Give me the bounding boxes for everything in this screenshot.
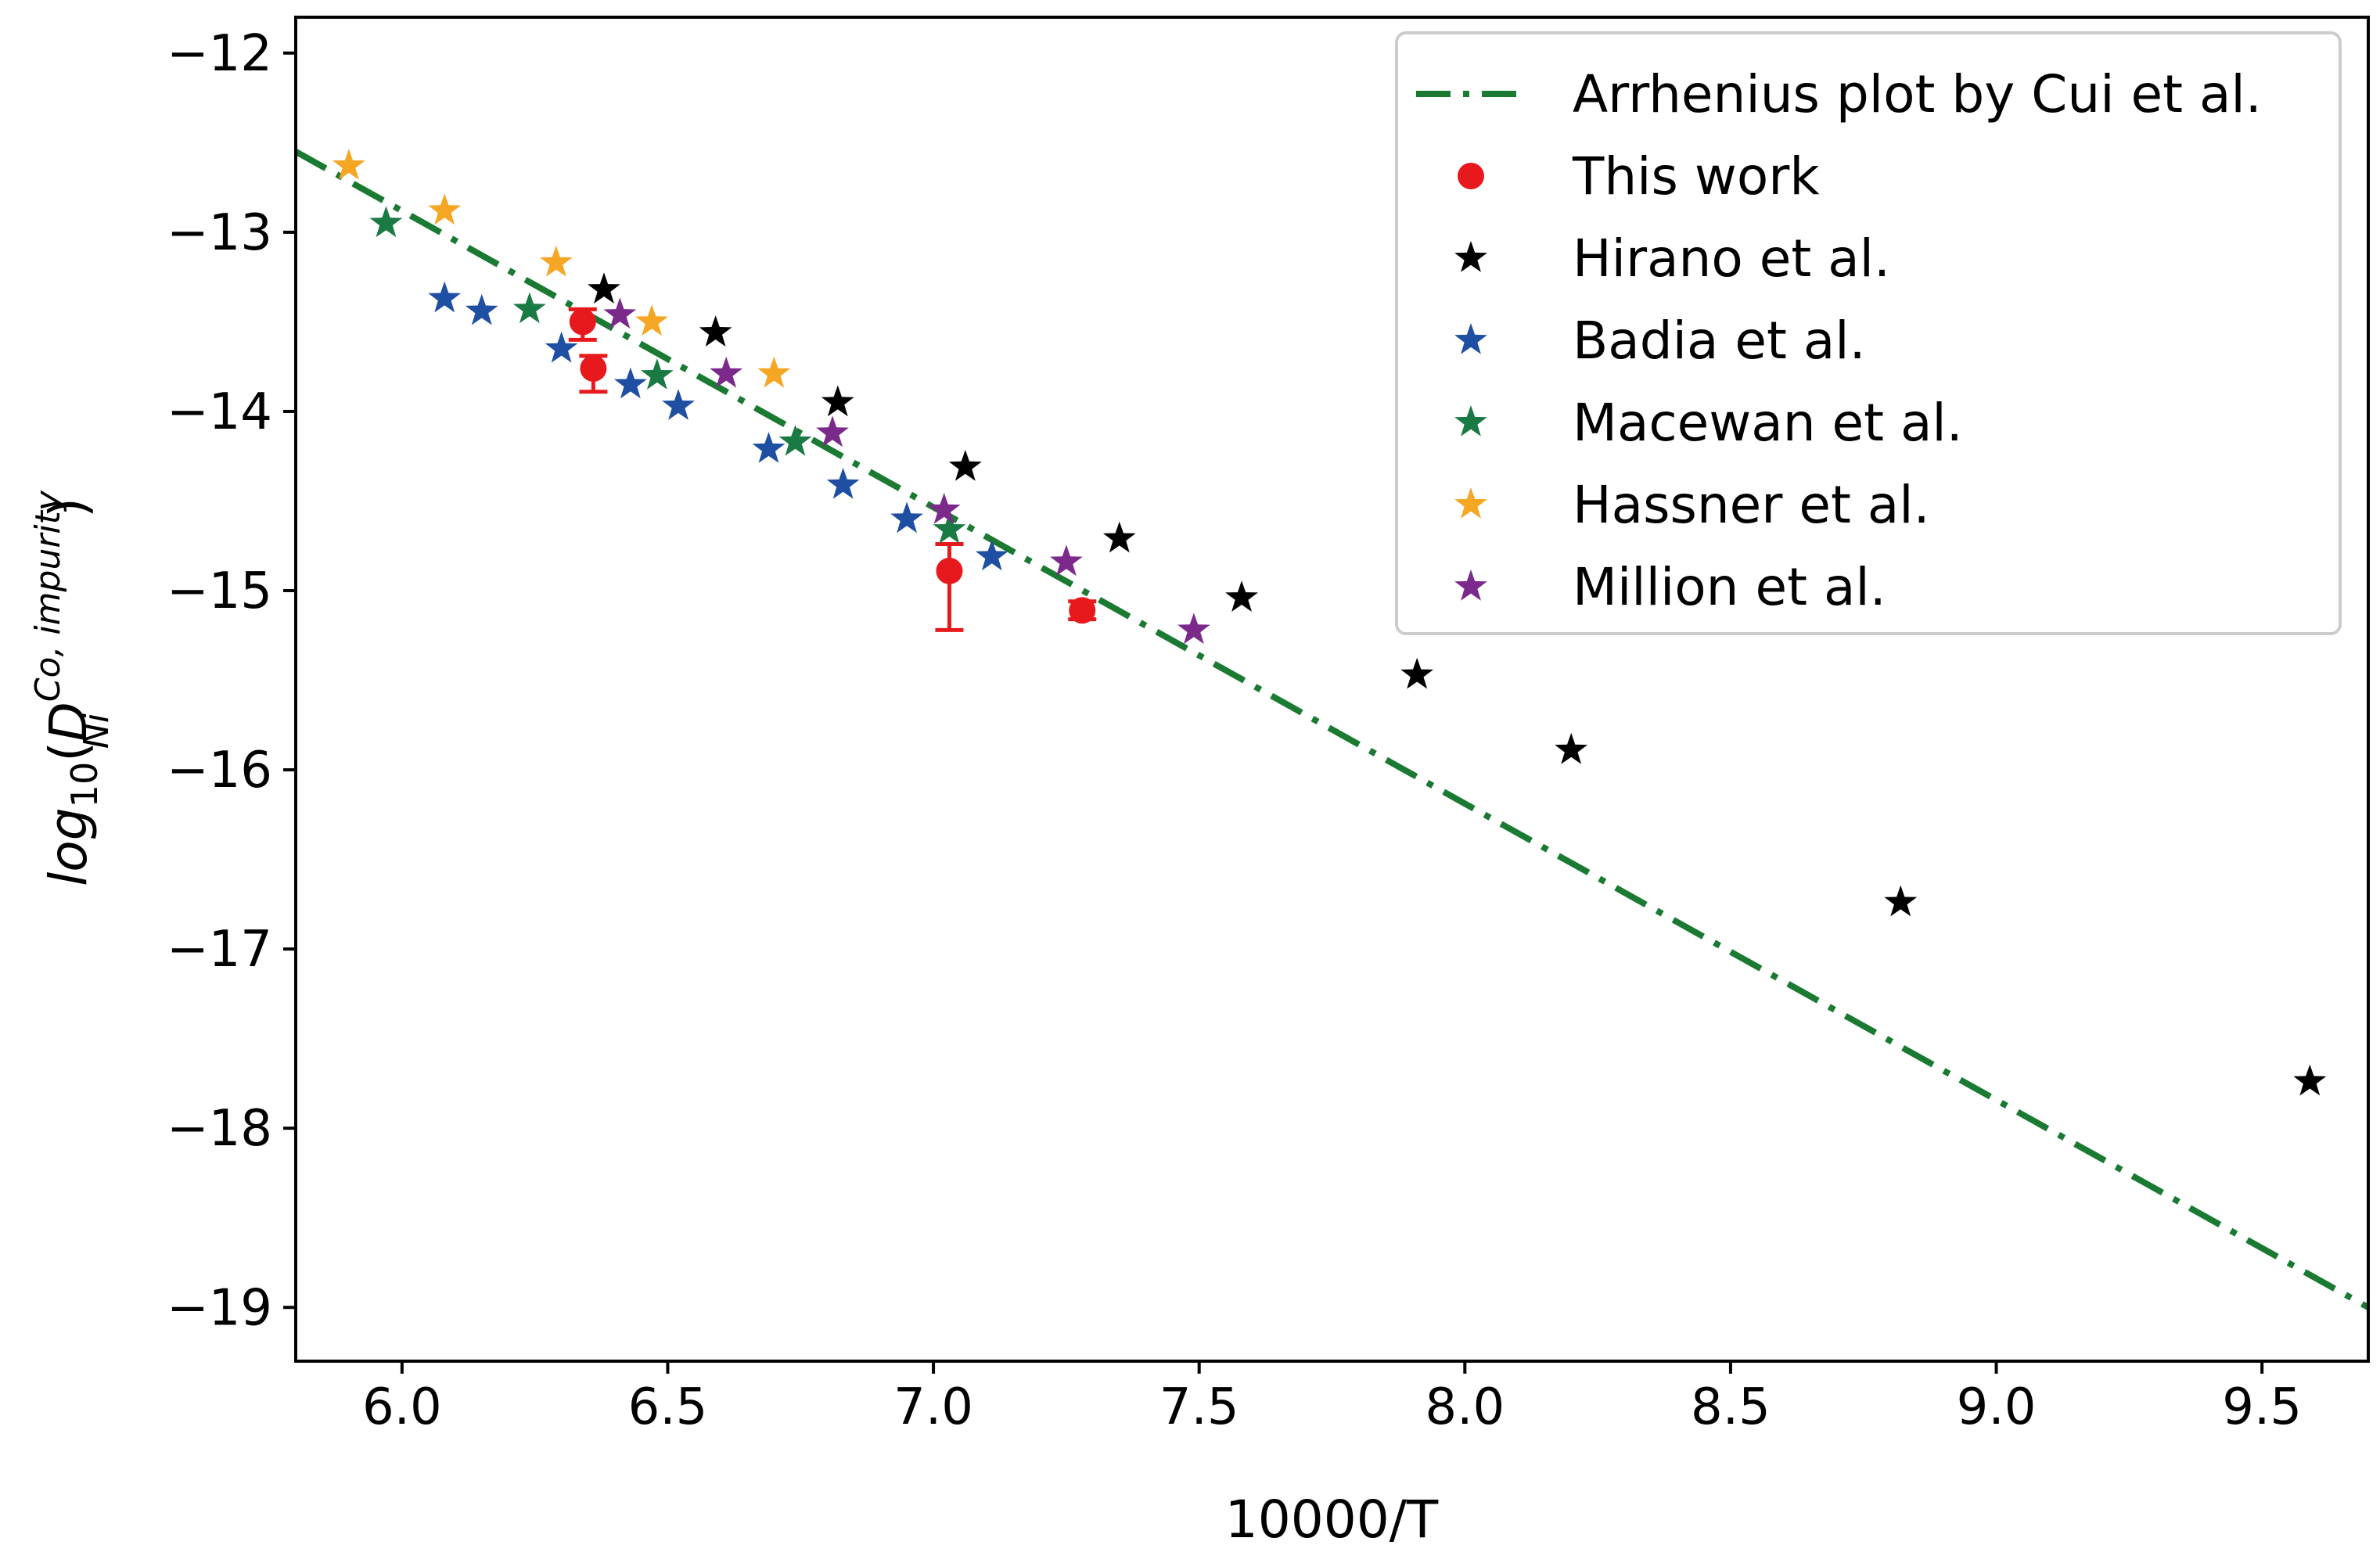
y-tick-label: −15 xyxy=(167,562,272,620)
legend-box xyxy=(1395,31,2342,635)
x-tick-label: 7.0 xyxy=(893,1378,973,1436)
data-point xyxy=(1400,657,1434,689)
y-axis-label: log10(DCo, impurityNi) xyxy=(28,490,117,886)
data-point xyxy=(1069,597,1096,624)
series-hassner-et-al xyxy=(333,149,791,388)
series-this-work xyxy=(568,307,1097,632)
legend-entry: This work xyxy=(1458,146,1820,207)
series-badia-et-al xyxy=(428,281,1008,571)
data-point xyxy=(333,149,365,180)
series-million-et-al xyxy=(603,297,1210,645)
plot-frame xyxy=(294,16,2370,1363)
legend-entry: Macewan et al. xyxy=(1454,393,1963,453)
y-tick-label: −12 xyxy=(167,25,272,83)
y-tick-label: −13 xyxy=(167,204,272,262)
data-point xyxy=(428,193,462,225)
data-point xyxy=(569,308,596,336)
legend-marker xyxy=(1454,323,1487,354)
data-point xyxy=(635,304,668,336)
legend-label: Hassner et al. xyxy=(1573,475,1930,535)
x-tick-label: 9.0 xyxy=(1957,1378,2037,1436)
legend: Arrhenius plot by Cui et al. This work Hir… xyxy=(1395,31,2342,635)
data-point xyxy=(1884,885,1918,917)
data-point xyxy=(662,389,695,420)
data-point xyxy=(580,354,607,382)
y-axis: −12 −13 −14 −15 −16 −17 −18 −19 xyxy=(167,25,296,1337)
y-tick-label: −17 xyxy=(167,921,272,979)
data-point xyxy=(752,432,786,463)
legend-label: Arrhenius plot by Cui et al. xyxy=(1573,64,2262,124)
legend-entry: Arrhenius plot by Cui et al. xyxy=(1416,64,2262,124)
legend-marker xyxy=(1454,241,1487,272)
legend-entry: Million et al. xyxy=(1454,557,1886,617)
data-point xyxy=(757,356,791,388)
data-point xyxy=(699,315,732,347)
plot-area xyxy=(294,16,2370,1363)
x-tick-label: 8.5 xyxy=(1691,1378,1771,1436)
x-axis: 6.0 6.5 7.0 7.5 8.0 8.5 9.0 9.5 xyxy=(362,1361,2302,1436)
data-point xyxy=(1177,613,1210,645)
legend-entry: Hassner et al. xyxy=(1454,475,1930,535)
data-point xyxy=(641,358,674,390)
legend-entry: Badia et al. xyxy=(1454,311,1866,371)
x-tick-label: 9.5 xyxy=(2222,1378,2302,1436)
data-point xyxy=(948,450,982,481)
legend-label: Hirano et al. xyxy=(1573,228,1890,289)
data-point xyxy=(1102,521,1136,553)
x-tick-label: 8.0 xyxy=(1425,1378,1505,1436)
data-point xyxy=(588,272,620,304)
x-tick-label: 7.5 xyxy=(1159,1378,1239,1436)
data-point xyxy=(603,297,637,329)
x-axis-label: 10000/T xyxy=(1225,1489,1439,1550)
y-tick-label: −16 xyxy=(167,742,272,799)
data-point xyxy=(933,512,966,544)
arrhenius-line xyxy=(296,149,2368,1310)
data-point xyxy=(1555,732,1588,764)
data-point xyxy=(539,245,573,277)
data-point xyxy=(369,206,403,238)
data-point xyxy=(927,492,961,524)
data-point xyxy=(975,539,1008,571)
legend-label: Million et al. xyxy=(1573,557,1886,617)
legend-label: Macewan et al. xyxy=(1573,393,1963,453)
data-point xyxy=(816,415,849,447)
legend-marker xyxy=(1458,163,1484,189)
data-point xyxy=(826,467,860,499)
data-point xyxy=(821,385,854,417)
data-point xyxy=(1225,580,1258,612)
legend-label: Badia et al. xyxy=(1573,311,1866,371)
data-point xyxy=(778,424,812,456)
data-point xyxy=(2293,1064,2327,1096)
data-point xyxy=(936,557,963,584)
data-point xyxy=(545,331,578,363)
data-point xyxy=(428,281,462,313)
legend-entry: Hirano et al. xyxy=(1454,228,1890,289)
data-point xyxy=(710,356,743,388)
series-macewan-et-al xyxy=(369,206,966,544)
data-point xyxy=(1050,544,1083,577)
y-tick-label: −19 xyxy=(167,1279,272,1337)
x-tick-label: 6.0 xyxy=(362,1378,442,1436)
data-point xyxy=(614,367,647,399)
legend-label: This work xyxy=(1572,146,1820,207)
data-point xyxy=(465,293,498,325)
y-tick-label: −14 xyxy=(167,383,272,441)
data-point xyxy=(890,501,923,534)
x-tick-label: 6.5 xyxy=(628,1378,708,1436)
legend-marker xyxy=(1454,570,1487,601)
legend-marker xyxy=(1454,405,1487,437)
legend-marker xyxy=(1454,487,1487,519)
data-point xyxy=(512,292,546,324)
series-hirano-et-al xyxy=(588,272,2327,1096)
y-tick-label: −18 xyxy=(167,1100,272,1158)
